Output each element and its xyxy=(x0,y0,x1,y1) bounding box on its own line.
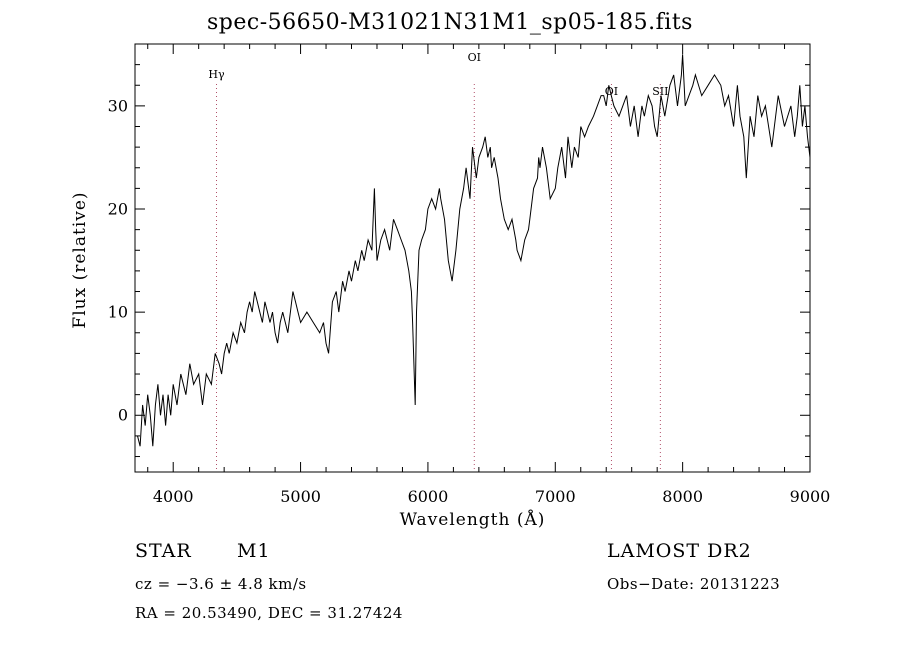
y-tick-label: 30 xyxy=(107,96,128,116)
spectrum-line xyxy=(137,54,811,447)
coordinates: RA = 20.53490, DEC = 31.27424 xyxy=(135,604,403,622)
x-tick-label: 6000 xyxy=(407,487,449,506)
x-tick-label: 7000 xyxy=(534,487,576,506)
redshift-velocity: cz = −3.6 ± 4.8 km/s xyxy=(135,575,307,593)
spectral-line-label: OI xyxy=(467,51,481,64)
y-tick-label: 10 xyxy=(107,302,128,322)
x-tick-label: 9000 xyxy=(789,487,831,506)
x-tick-label: 8000 xyxy=(662,487,703,506)
plot-frame xyxy=(134,43,811,473)
spectral-line-label: SII xyxy=(652,85,669,98)
axis-ticks xyxy=(135,44,811,472)
y-tick-label: 20 xyxy=(107,199,128,219)
y-tick-label: 0 xyxy=(117,405,128,425)
y-axis-label: Flux (relative) xyxy=(70,191,90,329)
object-subclass: M1 xyxy=(237,540,271,562)
x-axis-label: Wavelength (Å) xyxy=(399,510,546,530)
x-tick-label: 4000 xyxy=(152,487,194,506)
chart-title: spec-56650-M31021N31M1_sp05-185.fits xyxy=(207,10,693,35)
spectral-line-label: Hγ xyxy=(208,68,225,81)
observation-date: Obs−Date: 20131223 xyxy=(607,575,781,593)
x-tick-label: 5000 xyxy=(280,487,321,506)
survey-name: LAMOST DR2 xyxy=(607,540,752,562)
spectral-line-markers xyxy=(216,84,661,472)
spectral-line-label: OI xyxy=(604,85,619,98)
object-class: STAR xyxy=(135,540,192,562)
